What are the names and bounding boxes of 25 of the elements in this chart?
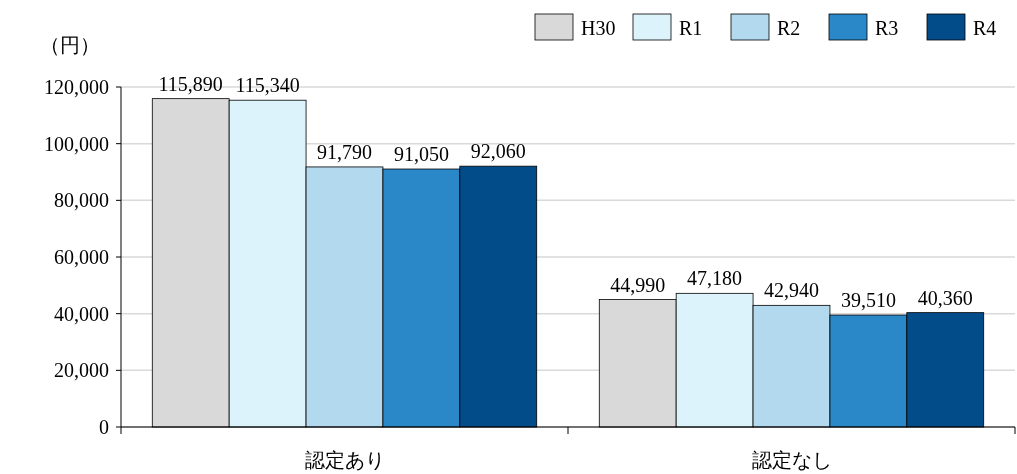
legend-label: R2 [777,17,801,39]
y-tick-label: 0 [99,416,109,438]
legend-label: R1 [679,17,703,39]
data-label: 44,990 [610,273,666,296]
legend-label: R4 [973,17,997,39]
y-tick-label: 100,000 [44,132,109,155]
data-label: 42,940 [764,279,819,302]
y-tick-label: 80,000 [54,189,109,212]
y-tick-label: 40,000 [54,302,109,325]
data-label: 39,510 [840,289,896,312]
y-tick-label: 120,000 [44,76,109,98]
y-tick-label: 20,000 [54,359,109,382]
legend-label: R3 [875,17,899,39]
data-label: 115,890 [158,72,223,95]
legend-label: H30 [581,17,616,39]
data-label: 92,060 [470,140,526,163]
data-label: 115,340 [235,74,300,97]
x-tick-label: 認定なし [751,449,832,471]
data-label: 40,360 [917,286,973,309]
data-label: 47,180 [687,267,743,290]
x-tick-label: 認定あり [304,449,385,471]
y-tick-label: 60,000 [54,246,109,268]
y-axis-title: （円） [40,34,100,56]
data-label: 91,790 [317,140,372,163]
data-label: 91,050 [393,143,449,166]
